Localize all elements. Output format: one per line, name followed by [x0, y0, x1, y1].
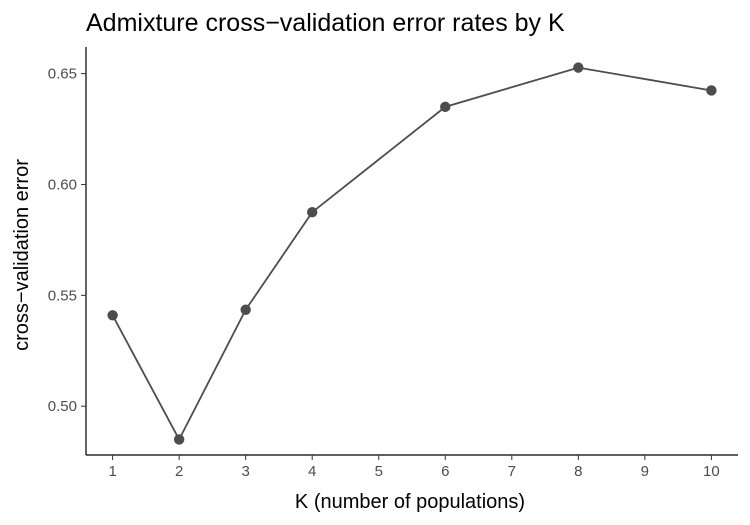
- data-point: [573, 62, 584, 73]
- x-tick-label: 7: [508, 463, 516, 480]
- chart-title: Admixture cross−validation error rates b…: [86, 9, 565, 37]
- data-point: [706, 85, 717, 96]
- y-axis: 0.50 0.55 0.60 0.65: [48, 47, 87, 455]
- x-tick-label: 10: [703, 463, 720, 480]
- x-tick-label: 6: [441, 463, 449, 480]
- x-tick-label: 2: [175, 463, 183, 480]
- y-tick-label: 0.65: [48, 66, 77, 83]
- x-tick-label: 1: [108, 463, 116, 480]
- y-tick-label: 0.55: [48, 287, 77, 304]
- y-axis-title: cross−validation error: [11, 159, 33, 351]
- x-axis: 1 2 3 4 5 6 7 8 9 10: [86, 454, 738, 480]
- x-tick-label: 4: [308, 463, 316, 480]
- data-point: [240, 304, 251, 315]
- data-point: [107, 310, 118, 321]
- x-axis-title: K (number of populations): [295, 491, 525, 513]
- data-point: [173, 434, 185, 445]
- y-tick-label: 0.60: [48, 176, 77, 193]
- data-point: [440, 101, 451, 113]
- x-tick-label: 5: [375, 463, 383, 480]
- x-tick-label: 8: [574, 463, 582, 480]
- data-point: [307, 206, 318, 218]
- x-tick-label: 9: [641, 463, 649, 480]
- series-line: [111, 66, 712, 442]
- series-layer: [107, 62, 717, 445]
- y-tick-label: 0.50: [48, 398, 77, 415]
- x-tick-label: 3: [242, 463, 250, 480]
